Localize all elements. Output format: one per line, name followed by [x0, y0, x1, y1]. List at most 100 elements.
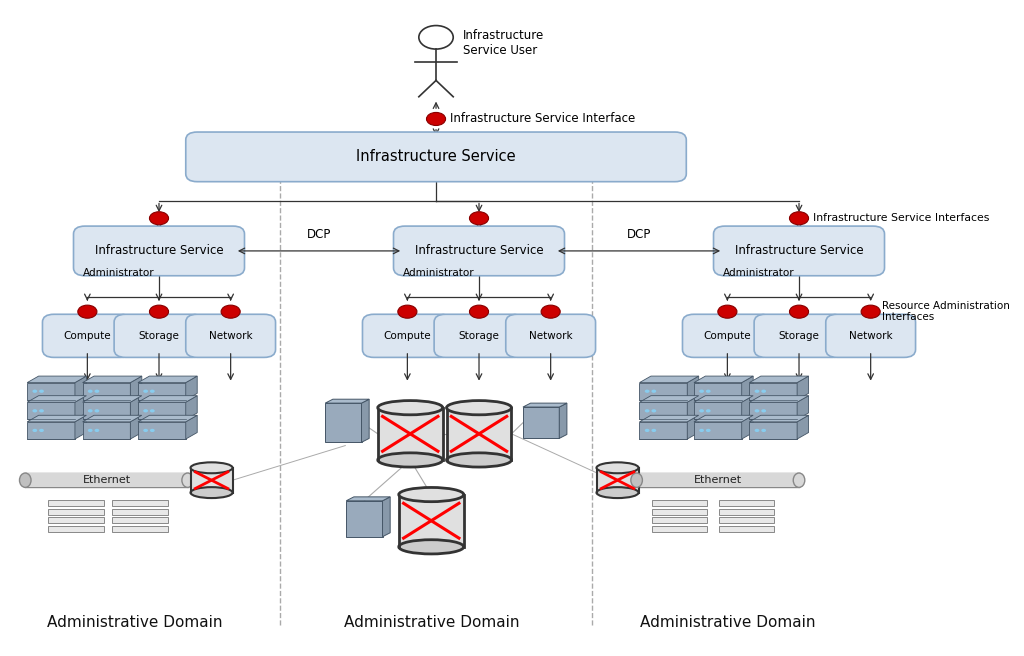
Polygon shape	[750, 396, 809, 402]
Circle shape	[419, 26, 454, 49]
Circle shape	[761, 429, 766, 432]
Text: Resource Administration
Interfaces: Resource Administration Interfaces	[882, 301, 1010, 323]
Text: Administrative Domain: Administrative Domain	[640, 615, 815, 630]
Polygon shape	[83, 415, 141, 422]
Ellipse shape	[398, 487, 464, 502]
Bar	[138, 382, 185, 400]
Circle shape	[651, 429, 656, 432]
Circle shape	[651, 390, 656, 393]
FancyBboxPatch shape	[114, 314, 204, 358]
Text: Network: Network	[849, 331, 893, 341]
Ellipse shape	[398, 540, 464, 554]
Circle shape	[33, 429, 37, 432]
Circle shape	[761, 409, 766, 413]
Polygon shape	[130, 415, 141, 439]
Circle shape	[88, 390, 92, 393]
Polygon shape	[138, 415, 198, 422]
Bar	[113, 526, 168, 532]
Ellipse shape	[597, 462, 639, 473]
Polygon shape	[185, 396, 198, 419]
Polygon shape	[523, 403, 567, 407]
Circle shape	[699, 409, 703, 413]
FancyBboxPatch shape	[74, 226, 245, 276]
Circle shape	[755, 390, 760, 393]
Circle shape	[699, 429, 703, 432]
Bar	[113, 509, 168, 515]
Circle shape	[88, 429, 92, 432]
Text: DCP: DCP	[307, 228, 331, 241]
Circle shape	[78, 305, 97, 318]
Bar	[113, 501, 168, 506]
Text: Network: Network	[209, 331, 253, 341]
Bar	[138, 402, 185, 419]
FancyBboxPatch shape	[362, 314, 453, 358]
Bar	[640, 422, 687, 439]
Circle shape	[645, 390, 649, 393]
Ellipse shape	[446, 453, 512, 467]
Polygon shape	[640, 415, 698, 422]
Circle shape	[718, 305, 737, 318]
Ellipse shape	[446, 401, 512, 415]
Ellipse shape	[378, 401, 442, 415]
Text: Infrastructure Service Interface: Infrastructure Service Interface	[451, 112, 636, 125]
Bar	[28, 402, 75, 419]
Polygon shape	[694, 376, 754, 382]
Circle shape	[39, 429, 44, 432]
Bar	[446, 407, 512, 460]
Circle shape	[469, 305, 488, 318]
FancyBboxPatch shape	[682, 314, 772, 358]
Ellipse shape	[19, 473, 31, 487]
Polygon shape	[640, 376, 698, 382]
Polygon shape	[687, 396, 698, 419]
Circle shape	[706, 390, 711, 393]
FancyBboxPatch shape	[42, 314, 132, 358]
Circle shape	[33, 390, 37, 393]
Circle shape	[143, 390, 148, 393]
Circle shape	[94, 390, 99, 393]
FancyBboxPatch shape	[393, 226, 564, 276]
Circle shape	[645, 409, 649, 413]
Bar	[640, 402, 687, 419]
Polygon shape	[559, 403, 567, 438]
Circle shape	[150, 212, 169, 225]
Bar	[719, 518, 774, 523]
Bar	[652, 518, 708, 523]
Ellipse shape	[182, 473, 194, 487]
Polygon shape	[346, 497, 390, 501]
Circle shape	[469, 212, 488, 225]
Circle shape	[150, 305, 169, 318]
Bar	[48, 509, 103, 515]
Bar	[346, 501, 383, 537]
Bar	[113, 518, 168, 523]
Circle shape	[645, 429, 649, 432]
Polygon shape	[640, 396, 698, 402]
Text: Administrator: Administrator	[403, 268, 475, 278]
Text: Infrastructure
Service User: Infrastructure Service User	[463, 29, 544, 56]
Text: DCP: DCP	[627, 228, 651, 241]
Circle shape	[706, 409, 711, 413]
Polygon shape	[687, 415, 698, 439]
Circle shape	[651, 409, 656, 413]
Circle shape	[143, 409, 148, 413]
Circle shape	[706, 429, 711, 432]
Bar	[26, 473, 187, 487]
Text: Administrator: Administrator	[83, 268, 155, 278]
Ellipse shape	[378, 453, 442, 467]
Text: Infrastructure Service: Infrastructure Service	[734, 245, 863, 257]
Bar	[694, 382, 741, 400]
Circle shape	[39, 390, 44, 393]
Circle shape	[755, 429, 760, 432]
FancyBboxPatch shape	[825, 314, 915, 358]
Polygon shape	[797, 415, 809, 439]
FancyBboxPatch shape	[434, 314, 524, 358]
Ellipse shape	[597, 487, 639, 498]
Bar	[83, 402, 130, 419]
Circle shape	[699, 390, 703, 393]
Circle shape	[426, 112, 445, 125]
Bar	[694, 402, 741, 419]
FancyBboxPatch shape	[185, 314, 275, 358]
Polygon shape	[326, 400, 370, 403]
Bar	[326, 403, 361, 442]
Polygon shape	[138, 396, 198, 402]
Bar	[719, 526, 774, 532]
